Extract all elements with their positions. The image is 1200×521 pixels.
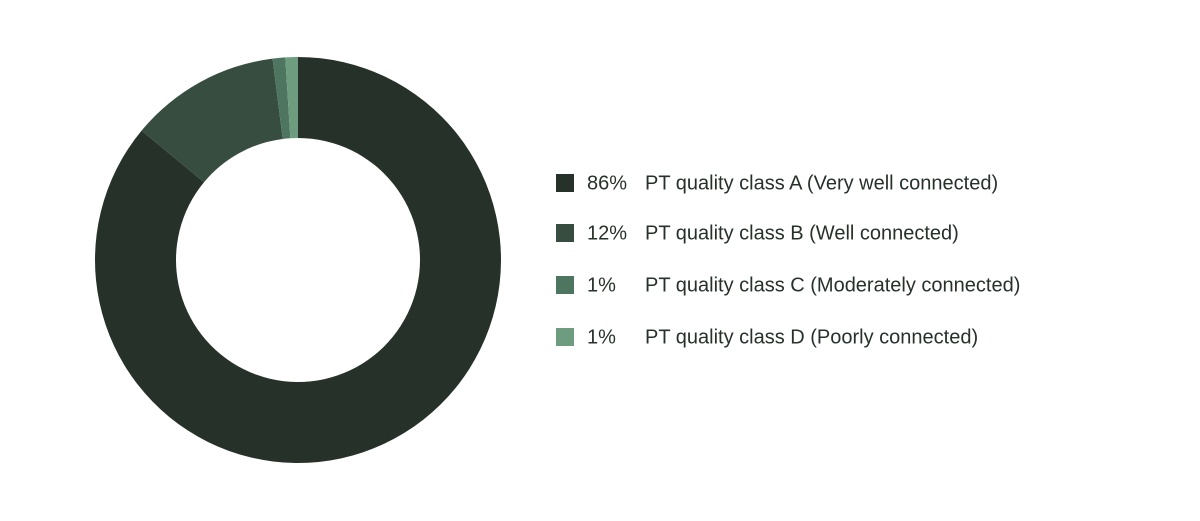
legend-swatch <box>556 174 574 192</box>
legend-swatch <box>556 328 574 346</box>
legend-value: 86% <box>587 172 627 194</box>
legend-value: 1% <box>587 326 616 348</box>
legend-swatch <box>556 276 574 294</box>
donut-slice <box>94 57 501 463</box>
legend-value: 1% <box>587 274 616 296</box>
legend-label: PT quality class B (Well connected) <box>645 222 959 244</box>
donut-slice <box>272 57 291 139</box>
donut-slice <box>141 58 283 183</box>
legend-label: PT quality class A (Very well connected) <box>645 172 998 194</box>
legend-label: PT quality class C (Moderately connected… <box>645 274 1020 296</box>
legend-swatch <box>556 224 574 242</box>
donut-slice <box>285 57 298 139</box>
legend-label: PT quality class D (Poorly connected) <box>645 326 978 348</box>
legend-value: 12% <box>587 222 627 244</box>
